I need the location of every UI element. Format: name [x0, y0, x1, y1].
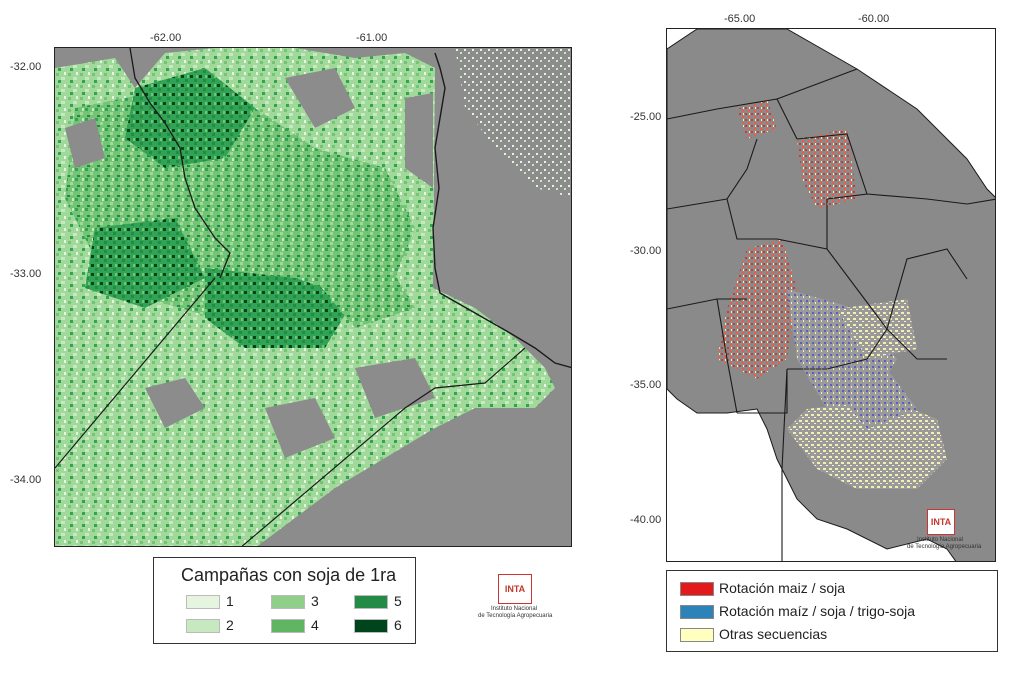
legend-label-3: 3: [311, 593, 319, 609]
right-legend: Rotación maiz / soja Rotación maíz / soj…: [666, 570, 998, 652]
right-y-tick-1: -25.00: [630, 111, 662, 123]
legend-swatch-5: [354, 595, 388, 609]
left-legend-title: Campañas con soja de 1ra: [181, 565, 397, 585]
inta-logo-line1: Instituto Nacional: [490, 606, 538, 612]
inta-logo-right-line2: de Tecnología Agropecuaria: [907, 544, 982, 550]
right-y-tick-4: -40.00: [630, 514, 662, 526]
legend-label-4: 4: [311, 617, 319, 633]
legend-label-maize-soy-wheat: Rotación maíz / soja / trigo-soja: [719, 603, 916, 619]
left-map-frame: [54, 47, 572, 547]
inta-logo-right: INTA Instituto Nacional de Tecnología Ag…: [907, 509, 992, 557]
legend-swatch-3: [271, 595, 305, 609]
legend-label-1: 1: [226, 593, 234, 609]
right-x-tick-1: -65.00: [724, 13, 756, 25]
left-map-svg: [55, 48, 571, 546]
legend-label-2: 2: [226, 617, 234, 633]
left-x-tick-1: -62.00: [150, 32, 182, 44]
legend-swatch-other: [680, 628, 714, 642]
inta-logo-left: INTA Instituto Nacional de Tecnología Ag…: [478, 572, 568, 622]
left-x-tick-2: -61.00: [356, 32, 388, 44]
left-legend: Campañas con soja de 1ra 1 2 3 4 5 6: [153, 557, 416, 644]
legend-swatch-maize-soy-wheat: [680, 605, 714, 619]
inta-logo-mark-right: INTA: [927, 509, 955, 535]
legend-swatch-6: [354, 619, 388, 633]
inta-logo-line2: de Tecnología Agropecuaria: [478, 613, 553, 619]
legend-swatch-maize-soy: [680, 582, 714, 596]
right-y-tick-3: -35.00: [630, 379, 662, 391]
right-y-tick-2: -30.00: [630, 245, 662, 257]
legend-swatch-2: [186, 619, 220, 633]
left-y-tick-1: -32.00: [10, 61, 42, 73]
left-y-tick-3: -34.00: [10, 474, 42, 486]
left-y-tick-2: -33.00: [10, 268, 42, 280]
right-map-svg: [667, 29, 995, 561]
inta-logo-right-line1: Instituto Nacional: [916, 537, 964, 543]
legend-label-5: 5: [394, 593, 402, 609]
legend-swatch-4: [271, 619, 305, 633]
inta-logo-mark: INTA: [498, 574, 532, 604]
legend-label-6: 6: [394, 617, 402, 633]
legend-label-maize-soy: Rotación maiz / soja: [719, 580, 846, 596]
legend-swatch-1: [186, 595, 220, 609]
right-x-tick-2: -60.00: [858, 13, 890, 25]
right-map-frame: INTA Instituto Nacional de Tecnología Ag…: [666, 28, 996, 562]
legend-label-other: Otras secuencias: [719, 626, 828, 642]
